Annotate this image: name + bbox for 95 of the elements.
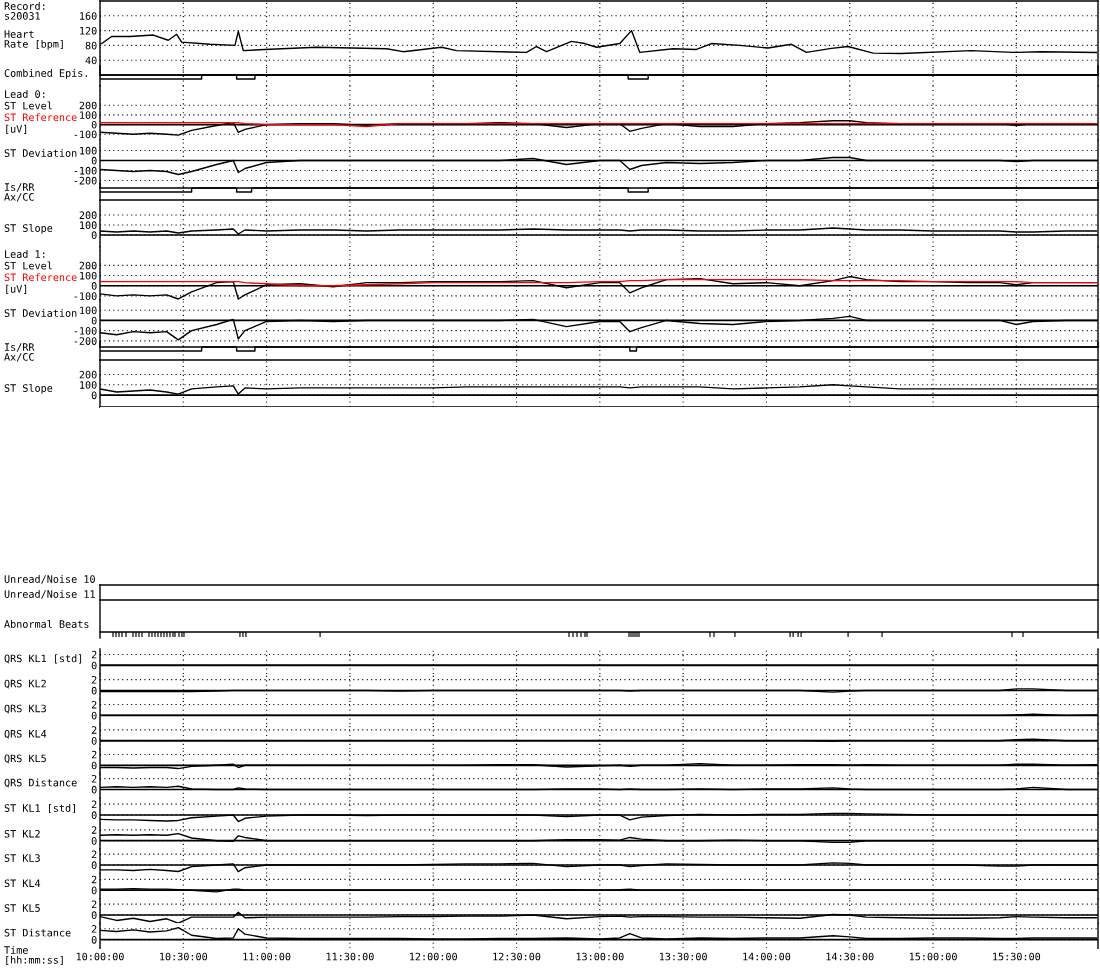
y-tick-label: 200 [79, 211, 97, 220]
y-axis-title: ST KL3 [4, 854, 40, 862]
y-axis-title: ST KL5 [4, 904, 40, 912]
y-tick-label: 80 [85, 41, 97, 50]
y-tick-label: 0 [91, 935, 97, 944]
y-tick-label: 200 [79, 261, 97, 270]
y-axis-title: QRS KL5 [4, 754, 46, 764]
y-tick-label: 0 [91, 785, 97, 794]
y-tick-label: 120 [80, 26, 97, 35]
y-tick-label: 0 [91, 761, 97, 770]
x-tick-label: 12:30:00 [493, 952, 541, 961]
x-tick-label: 15:30:00 [993, 952, 1041, 961]
y-tick-label: 100 [80, 146, 97, 155]
y-axis-title: QRS KL2 [4, 679, 46, 689]
y-axis-title: ST Deviation [4, 149, 77, 157]
y-tick-label: 2 [91, 700, 97, 709]
y-tick-label: 2 [91, 774, 97, 783]
y-axis-title: ST Slope [4, 384, 53, 394]
x-tick-label: 13:00:00 [576, 952, 624, 961]
y-axis-title: ST Slope [4, 224, 53, 234]
y-tick-label: 100 [80, 306, 97, 315]
chart-title: Record: s20031 [4, 2, 45, 20]
y-tick-label: 0 [91, 661, 97, 670]
y-tick-label: -100 [74, 292, 97, 300]
y-tick-label: 0 [91, 811, 97, 820]
y-tick-label: 0 [91, 861, 97, 870]
y-axis-title: ST KL2 [4, 829, 40, 838]
y-axis-title: Is/RR Ax/CC [4, 183, 35, 202]
x-tick-label: 12:00:00 [410, 952, 457, 961]
x-axis-title: Time [hh:mm:ss] [4, 946, 63, 965]
y-axis-title: Is/RR Ax/CC [4, 343, 35, 362]
x-tick-label: 10:30:00 [160, 952, 208, 961]
y-tick-label: 2 [91, 650, 97, 659]
y-tick-label: 0 [91, 391, 97, 400]
y-tick-label: 0 [91, 156, 97, 165]
y-tick-label: 100 [80, 111, 97, 119]
y-tick-label: 0 [91, 316, 97, 325]
y-tick-label: 2 [91, 925, 97, 933]
y-tick-label: 2 [91, 875, 97, 884]
y-axis-title: ST KL1 [std] [4, 804, 75, 814]
x-tick-label: 15:00:00 [909, 952, 957, 961]
y-tick-label: 0 [91, 686, 97, 695]
x-tick-label: 10:00:00 [76, 952, 124, 961]
y-tick-label: -100 [74, 166, 97, 175]
y-tick-label: 100 [80, 381, 97, 389]
y-tick-label: 2 [91, 826, 97, 834]
text: ST Reference [4, 113, 77, 122]
text: ST Reference [4, 273, 77, 282]
y-tick-label: 200 [79, 370, 97, 379]
y-tick-label: 0 [91, 737, 97, 745]
y-tick-label: -200 [74, 337, 97, 345]
x-tick-label: 11:00:00 [243, 952, 291, 961]
y-tick-label: 2 [91, 675, 97, 684]
y-tick-label: 0 [91, 886, 97, 895]
y-tick-label: 0 [91, 711, 97, 720]
y-axis-title: ST Distance [4, 928, 71, 937]
text: ST Level [4, 261, 52, 270]
text: [uV] [6, 284, 27, 294]
y-tick-label: 160 [80, 12, 97, 20]
y-axis-title: QRS KL1 [std] [4, 654, 82, 664]
y-axis-title: QRS KL3 [4, 704, 46, 714]
y-tick-label: 0 [91, 911, 97, 920]
y-tick-label: 200 [79, 101, 97, 110]
y-tick-label: 0 [91, 120, 97, 129]
x-tick-label: 14:00:00 [743, 952, 791, 961]
text: ST Level [4, 101, 52, 110]
y-axis-title: Heart Rate [bpm] [4, 30, 63, 50]
y-tick-label: 0 [91, 837, 97, 845]
x-tick-label: 11:30:00 [326, 952, 374, 961]
y-tick-label: 2 [91, 800, 97, 809]
y-tick-label: -100 [74, 130, 97, 139]
text: Unread/Noise 10 [4, 575, 95, 584]
y-tick-label: 2 [91, 726, 97, 734]
y-tick-label: -200 [74, 176, 97, 185]
text: Unread/Noise 11 [4, 590, 95, 599]
y-tick-label: 40 [85, 56, 97, 65]
y-axis-title: Combined Epis. [4, 69, 88, 79]
y-tick-label: 2 [91, 900, 97, 909]
y-axis-title: Lead 1: [5, 250, 45, 258]
y-tick-label: 0 [91, 231, 97, 240]
y-axis-title: ST Deviation [4, 309, 77, 317]
y-axis-title: ST KL4 [4, 879, 41, 888]
y-tick-label: 100 [80, 221, 97, 230]
y-tick-label: 2 [91, 750, 97, 759]
x-tick-label: 14:30:00 [826, 952, 874, 961]
y-tick-label: 100 [80, 271, 97, 280]
y-axis-title: Abnormal Beats [4, 620, 89, 628]
x-tick-label: 13:30:00 [659, 952, 707, 961]
y-axis-title: QRS KL4 [4, 729, 47, 739]
y-tick-label: 2 [91, 850, 97, 859]
y-tick-label: -100 [74, 327, 97, 335]
y-axis-title: Lead 0: [5, 90, 45, 98]
text: [uV] [6, 124, 27, 134]
y-tick-label: 0 [91, 282, 97, 290]
y-axis-title: QRS Distance [4, 778, 77, 788]
